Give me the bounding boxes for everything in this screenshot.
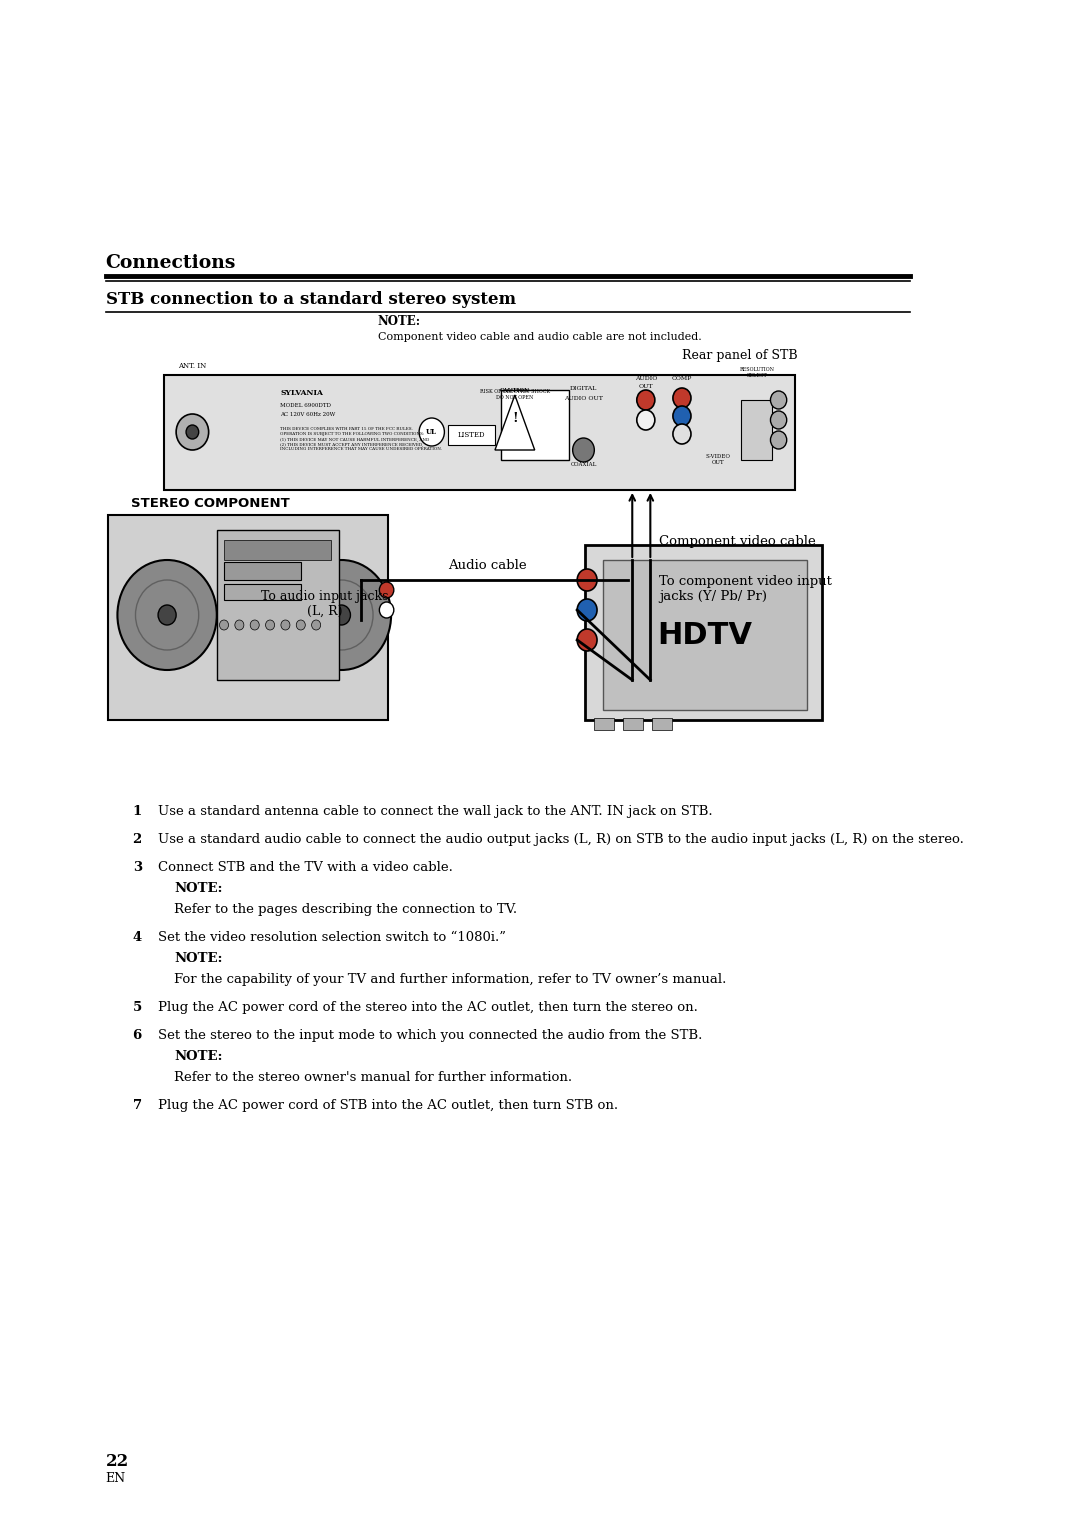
FancyBboxPatch shape	[217, 530, 339, 680]
Text: EN: EN	[106, 1471, 125, 1485]
Text: S-VIDEO
OUT: S-VIDEO OUT	[705, 454, 730, 465]
Circle shape	[292, 559, 391, 669]
Text: MODEL 6900DTD: MODEL 6900DTD	[280, 403, 330, 408]
Text: Plug the AC power cord of the stereo into the AC outlet, then turn the stereo on: Plug the AC power cord of the stereo int…	[158, 1001, 698, 1015]
Text: RESOLUTION
SELECT: RESOLUTION SELECT	[740, 367, 774, 377]
Text: To audio input jacks
(L, R): To audio input jacks (L, R)	[261, 590, 389, 617]
FancyBboxPatch shape	[652, 718, 672, 730]
Text: NOTE:: NOTE:	[174, 1050, 222, 1063]
Circle shape	[312, 620, 321, 630]
Circle shape	[345, 568, 361, 587]
Text: 4: 4	[133, 931, 141, 944]
Text: COAXIAL: COAXIAL	[570, 461, 596, 468]
Text: 2: 2	[133, 833, 141, 847]
Text: AUDIO: AUDIO	[635, 376, 657, 380]
Text: Use a standard audio cable to connect the audio output jacks (L, R) on STB to th: Use a standard audio cable to connect th…	[158, 833, 964, 847]
FancyBboxPatch shape	[224, 562, 300, 581]
Text: Use a standard antenna cable to connect the wall jack to the ANT. IN jack on STB: Use a standard antenna cable to connect …	[158, 805, 713, 817]
FancyBboxPatch shape	[164, 374, 795, 490]
Text: Connections: Connections	[106, 254, 237, 272]
Text: NOTE:: NOTE:	[174, 952, 222, 966]
Circle shape	[266, 620, 274, 630]
Text: DIGITAL: DIGITAL	[570, 387, 597, 391]
Text: Component video cable: Component video cable	[660, 535, 816, 549]
Circle shape	[333, 605, 350, 625]
Text: To component video input
jacks (Y/ Pb/ Pr): To component video input jacks (Y/ Pb/ P…	[660, 575, 833, 604]
Circle shape	[234, 620, 244, 630]
Polygon shape	[495, 396, 535, 451]
Circle shape	[379, 582, 394, 597]
Circle shape	[176, 414, 208, 451]
Text: SYLVANIA: SYLVANIA	[280, 390, 323, 397]
FancyBboxPatch shape	[623, 718, 643, 730]
Circle shape	[577, 599, 597, 620]
Circle shape	[673, 388, 691, 408]
Circle shape	[577, 630, 597, 651]
Text: 3: 3	[133, 860, 141, 874]
Circle shape	[770, 431, 786, 449]
Circle shape	[281, 620, 289, 630]
Text: Audio cable: Audio cable	[448, 559, 527, 571]
Circle shape	[770, 391, 786, 410]
Text: AUDIO OUT: AUDIO OUT	[564, 396, 603, 400]
Circle shape	[577, 568, 597, 591]
FancyBboxPatch shape	[448, 425, 495, 445]
Text: NOTE:: NOTE:	[174, 882, 222, 895]
Text: Refer to the pages describing the connection to TV.: Refer to the pages describing the connec…	[174, 903, 517, 915]
FancyBboxPatch shape	[594, 718, 615, 730]
Circle shape	[186, 425, 199, 439]
Circle shape	[673, 423, 691, 445]
FancyBboxPatch shape	[501, 390, 569, 460]
Text: HDTV: HDTV	[657, 620, 752, 649]
Circle shape	[219, 620, 229, 630]
Text: Refer to the stereo owner's manual for further information.: Refer to the stereo owner's manual for f…	[174, 1071, 572, 1083]
Text: Rear panel of STB: Rear panel of STB	[681, 348, 797, 362]
FancyBboxPatch shape	[224, 539, 330, 559]
Text: !: !	[512, 411, 517, 425]
Circle shape	[251, 620, 259, 630]
Text: NOTE:: NOTE:	[378, 315, 421, 329]
FancyBboxPatch shape	[224, 584, 300, 601]
Circle shape	[770, 411, 786, 429]
Text: THIS DEVICE COMPLIES WITH PART 15 OF THE FCC RULES.
OPERATION IS SUBJECT TO THE : THIS DEVICE COMPLIES WITH PART 15 OF THE…	[280, 426, 442, 451]
Text: For the capability of your TV and further information, refer to TV owner’s manua: For the capability of your TV and furthe…	[174, 973, 727, 986]
Text: RISK OF ELECTRIC SHOCK
DO NOT OPEN: RISK OF ELECTRIC SHOCK DO NOT OPEN	[480, 390, 550, 400]
Text: 5: 5	[133, 1001, 141, 1015]
Circle shape	[345, 587, 361, 604]
FancyBboxPatch shape	[604, 559, 807, 711]
FancyBboxPatch shape	[741, 400, 772, 460]
FancyBboxPatch shape	[108, 515, 389, 720]
FancyBboxPatch shape	[585, 545, 822, 720]
Text: Component video cable and audio cable are not included.: Component video cable and audio cable ar…	[378, 332, 701, 342]
Text: STEREO COMPONENT: STEREO COMPONENT	[131, 497, 289, 510]
Circle shape	[296, 620, 306, 630]
Text: STB connection to a standard stereo system: STB connection to a standard stereo syst…	[106, 290, 516, 309]
Text: 22: 22	[106, 1453, 129, 1470]
Circle shape	[572, 439, 594, 461]
Text: Plug the AC power cord of STB into the AC outlet, then turn STB on.: Plug the AC power cord of STB into the A…	[158, 1099, 618, 1112]
Text: 6: 6	[133, 1028, 141, 1042]
Circle shape	[419, 419, 444, 446]
Text: 7: 7	[133, 1099, 141, 1112]
Text: Set the stereo to the input mode to which you connected the audio from the STB.: Set the stereo to the input mode to whic…	[158, 1028, 702, 1042]
Text: Set the video resolution selection switch to “1080i.”: Set the video resolution selection switc…	[158, 931, 507, 944]
Text: 1: 1	[133, 805, 141, 817]
Circle shape	[673, 406, 691, 426]
Circle shape	[158, 605, 176, 625]
Text: LISTED: LISTED	[458, 431, 485, 439]
Circle shape	[379, 602, 394, 617]
Text: COMP: COMP	[672, 376, 692, 380]
Circle shape	[637, 410, 654, 429]
Text: ANT. IN: ANT. IN	[178, 362, 206, 370]
Circle shape	[637, 390, 654, 410]
Text: OUT: OUT	[638, 384, 653, 390]
Text: Connect STB and the TV with a video cable.: Connect STB and the TV with a video cabl…	[158, 860, 453, 874]
Circle shape	[118, 559, 217, 669]
Text: UL: UL	[427, 428, 437, 435]
Text: CAUTION: CAUTION	[500, 388, 530, 393]
Text: AC 120V 60Hz 20W: AC 120V 60Hz 20W	[280, 413, 335, 417]
